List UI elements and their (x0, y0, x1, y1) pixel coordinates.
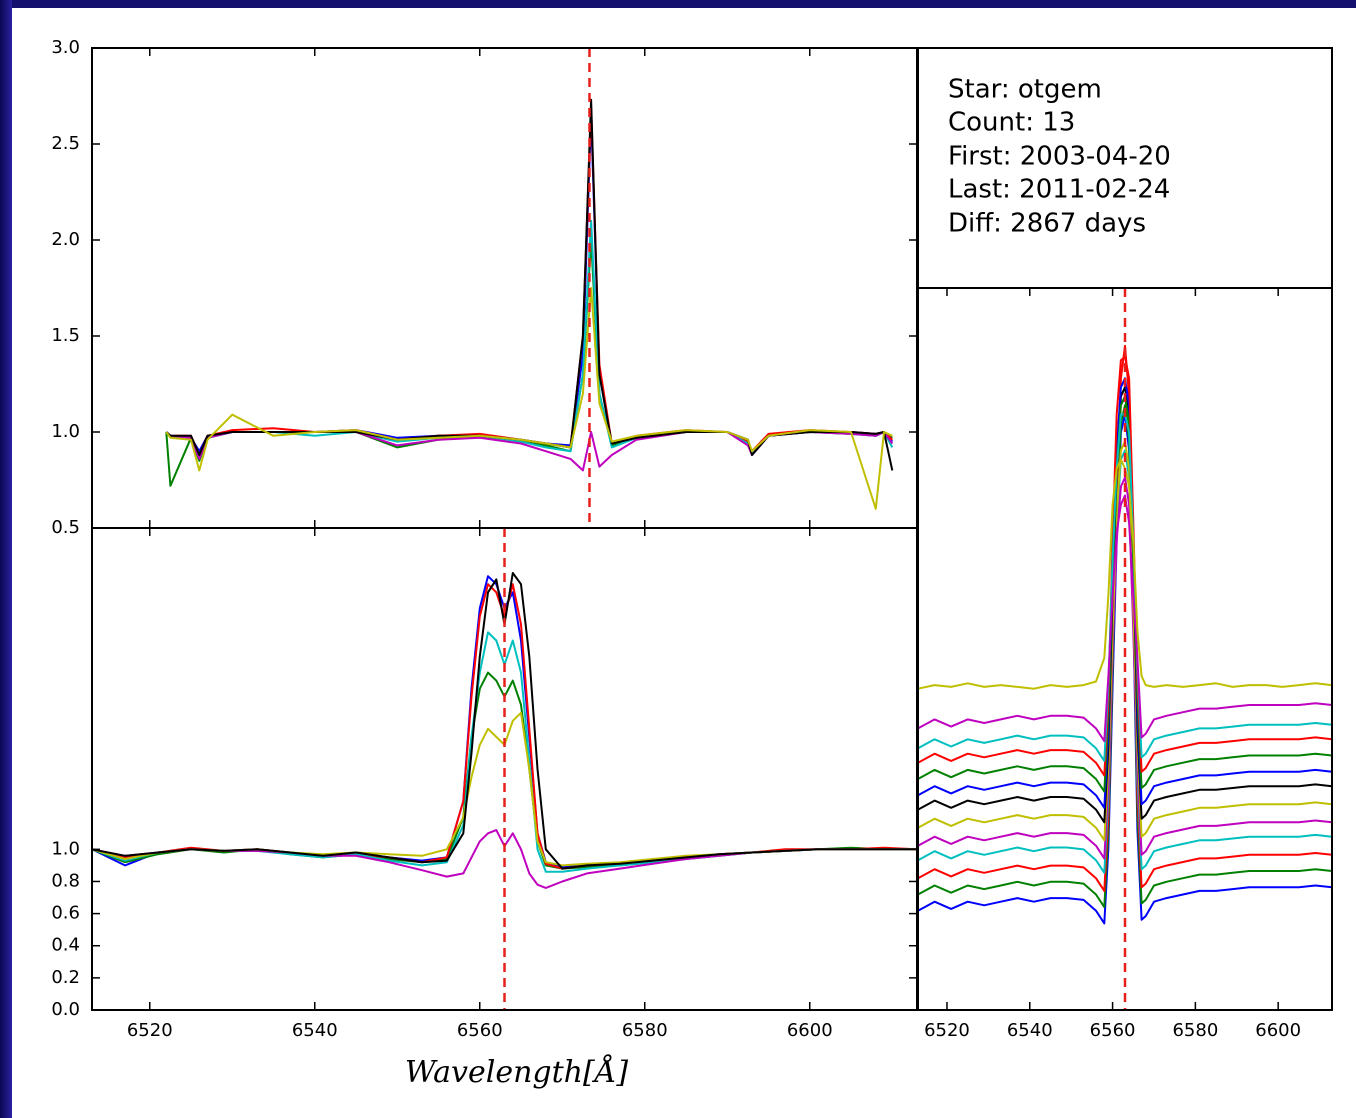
x-tick-label: 6560 (1090, 1020, 1136, 1041)
info-line: Diff: 2867 days (948, 209, 1146, 239)
x-tick-label: 6600 (787, 1020, 833, 1041)
y-tick-label: 2.5 (51, 133, 80, 154)
info-line: Last: 2011-02-24 (948, 175, 1170, 205)
spectrum-line (918, 344, 1332, 892)
x-tick-label: 6540 (292, 1020, 338, 1041)
y-tick-label: 0.4 (51, 935, 80, 956)
y-tick-label: 2.0 (51, 229, 80, 250)
x-axis-label: Wavelength[Å] (405, 1054, 628, 1090)
y-tick-label: 0.8 (51, 870, 80, 891)
spectrum-line (165, 287, 893, 510)
x-tick-label: 6600 (1255, 1020, 1301, 1041)
info-line: Count: 13 (948, 108, 1075, 138)
y-tick-label: 1.0 (51, 838, 80, 859)
x-tick-label: 6540 (1007, 1020, 1053, 1041)
frame-edge (0, 0, 12, 1118)
y-tick-label: 3.0 (51, 37, 80, 58)
y-tick-label: 0.0 (51, 999, 80, 1020)
x-tick-label: 6520 (127, 1020, 173, 1041)
y-tick-label: 0.6 (51, 903, 80, 924)
spectrum-line (918, 449, 1332, 874)
spectrum-line (918, 476, 1332, 860)
spectrum-line (918, 404, 1332, 909)
spectrum-line (918, 494, 1332, 743)
y-tick-label: 0.2 (51, 967, 80, 988)
info-line: First: 2003-04-20 (948, 142, 1171, 172)
spectrum-line (918, 386, 1332, 824)
y-tick-label: 0.5 (51, 517, 80, 538)
x-tick-label: 6520 (924, 1020, 970, 1041)
y-tick-label: 1.5 (51, 325, 80, 346)
x-tick-label: 6580 (1172, 1020, 1218, 1041)
x-tick-label: 6560 (457, 1020, 503, 1041)
y-tick-label: 1.0 (51, 421, 80, 442)
x-tick-label: 6580 (622, 1020, 668, 1041)
info-line: Star: otgem (948, 75, 1102, 105)
axes-frame (917, 287, 1333, 1011)
